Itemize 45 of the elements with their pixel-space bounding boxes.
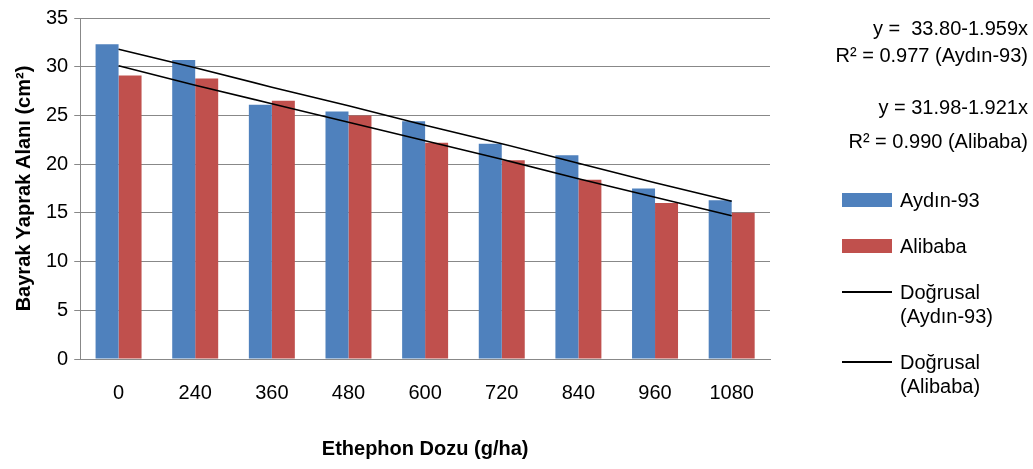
legend-label: Doğrusal (Alibaba) — [900, 350, 982, 398]
bar — [248, 104, 272, 359]
bar — [655, 203, 679, 359]
y-tick-label: 30 — [46, 54, 69, 77]
bar — [118, 75, 142, 359]
x-tick-label: 240 — [178, 380, 212, 403]
y-tick-label: 35 — [46, 5, 69, 28]
y-tick-label: 20 — [46, 151, 69, 174]
bar — [195, 78, 219, 359]
bar — [402, 121, 426, 359]
bar — [172, 59, 196, 359]
x-tick-label: 360 — [255, 380, 289, 403]
y-axis-title: Bayrak Yaprak Alanı (cm²) — [11, 65, 34, 312]
text: R² = 0.990 (Alibaba) — [848, 129, 1028, 152]
x-tick-label: 960 — [638, 380, 672, 403]
bar — [555, 155, 579, 359]
y-tick-label: 5 — [57, 297, 69, 320]
legend-label: Aydın-93 — [900, 188, 980, 212]
legend-label: Doğrusal (Aydın-93) — [900, 280, 994, 328]
bar — [271, 100, 295, 359]
bar — [325, 111, 349, 359]
x-tick-label: 600 — [408, 380, 442, 403]
y-tick-label: 0 — [57, 346, 69, 369]
bar — [632, 188, 656, 359]
text: y = 33.80-1.959x — [872, 16, 1028, 39]
text: y = 31.98-1.921x — [878, 95, 1028, 118]
text: R² = 0.977 (Aydın-93) — [835, 43, 1028, 66]
y-tick-label: 25 — [46, 102, 69, 125]
y-tick-label: 15 — [46, 200, 69, 223]
x-tick-label: 480 — [331, 380, 366, 403]
x-tick-label: 1080 — [709, 380, 754, 403]
x-tick-label: 840 — [561, 380, 596, 403]
x-tick-label: 720 — [485, 380, 519, 403]
bar — [708, 200, 732, 359]
x-axis-title: Ethephon Dozu (g/ha) — [321, 436, 529, 459]
bar — [425, 142, 449, 359]
bar — [348, 115, 372, 359]
bar — [478, 143, 502, 359]
legend-label: Alibaba — [900, 234, 967, 258]
bar — [578, 179, 602, 359]
bar — [501, 160, 525, 359]
bar — [731, 212, 755, 359]
x-tick-label: 0 — [113, 380, 125, 403]
bar — [95, 44, 119, 359]
y-tick-label: 10 — [46, 249, 69, 272]
